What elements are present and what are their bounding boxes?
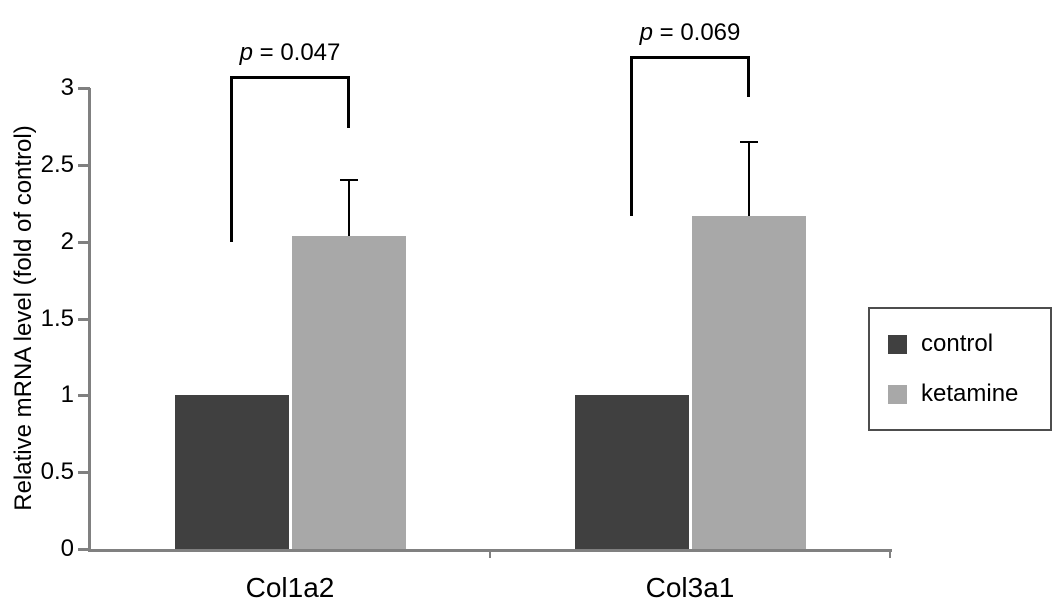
y-tick-mark	[78, 87, 90, 90]
y-tick-mark	[78, 163, 90, 167]
category-label-Col1a2: Col1a2	[245, 572, 335, 603]
sig-bracket-top-0	[230, 75, 350, 79]
y-tick-label: 2	[60, 227, 74, 255]
x-axis-tick	[489, 549, 491, 558]
sig-bracket-right-leg-1	[747, 55, 750, 98]
y-tick-mark	[78, 471, 90, 475]
error-bar-cap-ketamine-Col1a2	[339, 179, 358, 182]
y-tick-label: 1.5	[40, 304, 74, 332]
legend-swatch-ketamine	[888, 384, 907, 404]
legend-label-ketamine: ketamine	[921, 380, 1019, 407]
sig-bracket-left-leg-1	[630, 55, 633, 216]
sig-bracket-top-1	[630, 55, 750, 59]
legend-label-control: control	[921, 330, 994, 357]
bar-control-Col3a1	[574, 395, 689, 549]
legend-item-control: control	[888, 330, 1050, 358]
error-bar-ketamine-Col1a2	[347, 180, 350, 236]
y-tick-mark	[78, 240, 90, 244]
y-tick-label: 3	[60, 74, 74, 101]
p-value-label-1: p = 0.069	[640, 19, 741, 47]
p-value-text: = 0.069	[652, 18, 741, 46]
sig-bracket-right-leg-0	[347, 75, 350, 128]
category-label-Col3a1: Col3a1	[645, 572, 735, 603]
p-value-text: = 0.047	[252, 38, 341, 66]
y-tick-label: 2.5	[40, 150, 74, 178]
y-tick-mark	[78, 317, 90, 321]
y-tick-label: 1	[60, 381, 74, 409]
bar-control-Col1a2	[174, 395, 289, 549]
p-value-label-0: p = 0.047	[240, 39, 341, 67]
legend-item-ketamine: ketamine	[888, 380, 1050, 408]
y-tick-mark	[78, 548, 90, 551]
error-bar-cap-ketamine-Col3a1	[739, 140, 758, 143]
p-symbol: p	[239, 38, 253, 66]
y-tick-mark	[78, 394, 90, 398]
x-axis-tick	[889, 549, 891, 558]
legend: control ketamine	[868, 307, 1052, 431]
sig-bracket-left-leg-0	[230, 75, 233, 242]
p-symbol: p	[639, 18, 653, 46]
y-tick-label: 0	[60, 535, 74, 562]
legend-swatch-control	[888, 334, 907, 354]
bar-ketamine-Col1a2	[291, 235, 406, 549]
bar-ketamine-Col3a1	[691, 215, 806, 549]
y-tick-label: 0.5	[40, 458, 74, 486]
y-axis-title: Relative mRNA level (fold of control)	[10, 125, 37, 511]
error-bar-ketamine-Col3a1	[747, 141, 750, 216]
